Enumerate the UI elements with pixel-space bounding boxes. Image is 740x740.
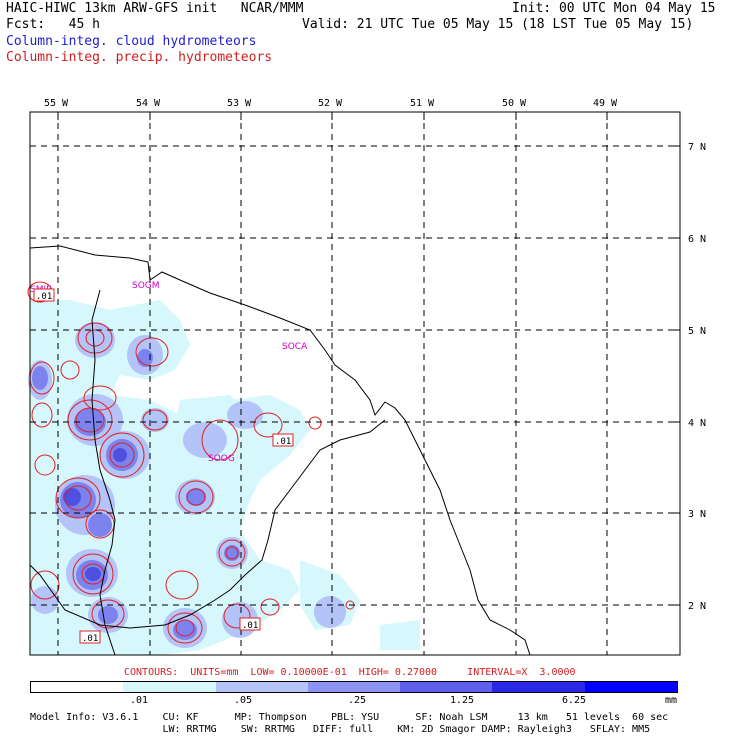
forecast-hour: Fcst: 45 h	[6, 17, 100, 32]
lon-label-51w: 51 W	[410, 98, 435, 109]
colorbar-swatch	[584, 682, 677, 692]
colorbar	[30, 681, 678, 693]
cb-unit: mm	[665, 695, 678, 706]
legend-precip: Column-integ. precip. hydrometeors	[6, 50, 273, 65]
model-info-line2: LW: RRTMG SW: RRTMG DIFF: full KM: 2D Sm…	[30, 724, 651, 735]
contour-label-2: .01	[275, 437, 291, 447]
colorbar-swatch	[307, 682, 401, 692]
frame-ticks	[57, 112, 680, 606]
colorbar-swatch	[31, 682, 124, 692]
cb-tick-2: .05	[234, 695, 253, 706]
model-info-line1: Model Info: V3.6.1 CU: KF MP: Thompson P…	[30, 712, 669, 723]
station-sogm: SOGM	[132, 281, 160, 291]
lat-label-7n: 7 N	[688, 142, 706, 153]
lon-label-49w: 49 W	[593, 98, 618, 109]
colorbar-swatch	[215, 682, 308, 692]
lon-label-52w: 52 W	[318, 98, 343, 109]
lon-label-54w: 54 W	[136, 98, 161, 109]
cb-tick-1: .01	[130, 695, 149, 706]
cloud-core-layer	[63, 448, 127, 581]
lon-label-55w: 55 W	[44, 98, 69, 109]
lat-label-3n: 3 N	[688, 509, 706, 520]
init-time: Init: 00 UTC Mon 04 May 15	[512, 1, 716, 16]
lat-label-2n: 2 N	[688, 601, 706, 612]
legend-cloud: Column-integ. cloud hydrometeors	[6, 34, 257, 49]
colorbar-swatch	[400, 682, 493, 692]
cb-tick-4: 1.25	[450, 695, 475, 706]
lat-label-5n: 5 N	[688, 326, 706, 337]
plot-frame	[29, 111, 681, 656]
lon-label-50w: 50 W	[502, 98, 527, 109]
cb-tick-3: .25	[348, 695, 367, 706]
contour-label-1: .01	[36, 292, 52, 302]
title-line: HAIC-HIWC 13km ARW-GFS init NCAR/MMM	[6, 1, 304, 16]
cb-tick-5: 6.25	[562, 695, 587, 706]
lat-label-4n: 4 N	[688, 418, 706, 429]
lon-label-53w: 53 W	[227, 98, 252, 109]
contour-label-3: .01	[242, 621, 258, 631]
station-soog: SOOG	[208, 454, 235, 464]
lat-label-6n: 6 N	[688, 234, 706, 245]
station-soca: SOCA	[282, 342, 308, 352]
contour-label-4: .01	[82, 634, 98, 644]
colorbar-swatch	[123, 682, 216, 692]
valid-time: Valid: 21 UTC Tue 05 May 15 (18 LST Tue …	[302, 17, 694, 32]
contour-info: CONTOURS: UNITS=mm LOW= 0.10000E-01 HIGH…	[124, 667, 576, 678]
lat-lon-grid	[30, 112, 680, 655]
colorbar-swatch	[492, 682, 585, 692]
